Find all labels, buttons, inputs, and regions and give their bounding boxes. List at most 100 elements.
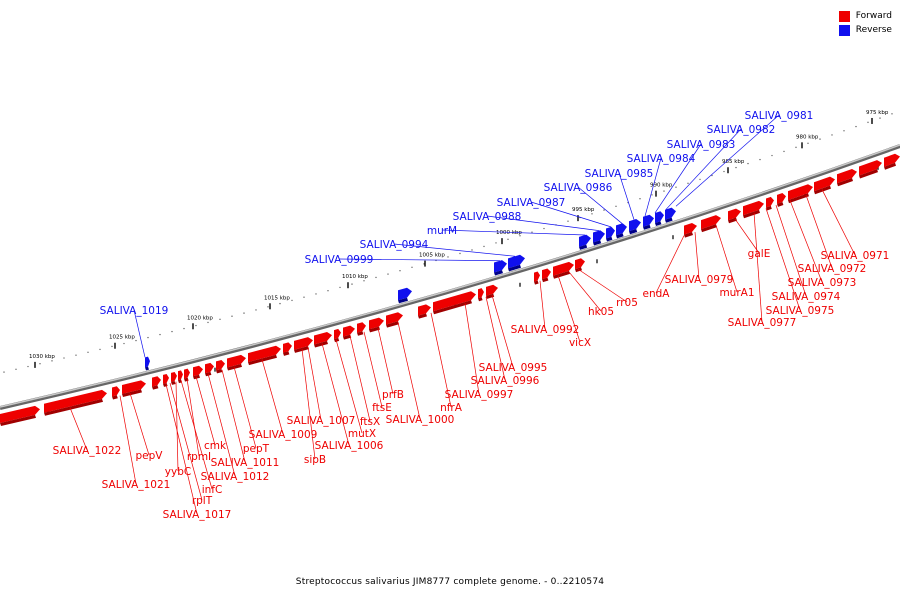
gene-label[interactable]: SALIVA_1019: [100, 305, 169, 358]
reverse-gene-arrow[interactable]: [655, 211, 664, 226]
gene-label[interactable]: SALIVA_0988: [453, 211, 600, 231]
forward-gene-arrow[interactable]: [728, 208, 741, 224]
reverse-gene-arrow[interactable]: [145, 356, 150, 371]
forward-gene-arrow[interactable]: [777, 193, 786, 207]
forward-gene-arrow[interactable]: [478, 288, 484, 302]
forward-gene-arrow[interactable]: [743, 200, 764, 219]
reverse-gene-arrow[interactable]: [629, 218, 641, 235]
forward-gene-arrow[interactable]: [684, 223, 697, 238]
forward-gene-arrow[interactable]: [433, 291, 476, 315]
forward-gene-arrow[interactable]: [486, 284, 498, 299]
forward-gene-arrow[interactable]: [122, 380, 146, 398]
gene-label[interactable]: SALIVA_0996: [471, 296, 540, 387]
gene-label[interactable]: SALIVA_0997: [445, 302, 514, 401]
forward-gene-arrow[interactable]: [859, 160, 882, 179]
forward-gene-arrow[interactable]: [418, 304, 431, 319]
gene-label[interactable]: SALIVA_0994: [360, 239, 516, 257]
forward-gene-arrow[interactable]: [152, 376, 161, 390]
forward-gene-arrow[interactable]: [575, 258, 585, 273]
gene-label[interactable]: infC: [180, 380, 222, 496]
forward-gene-arrow[interactable]: [314, 331, 332, 348]
forward-gene-arrow[interactable]: [701, 215, 721, 233]
gene-label[interactable]: SALIVA_0995: [479, 295, 548, 374]
forward-gene-arrow[interactable]: [227, 354, 246, 371]
gene-label[interactable]: SALIVA_1006: [315, 343, 384, 452]
forward-gene-arrow[interactable]: [178, 370, 183, 384]
forward-gene-arrow[interactable]: [386, 312, 403, 328]
reverse-gene-arrow[interactable]: [508, 254, 525, 272]
gene-label[interactable]: nfrA: [430, 312, 463, 414]
gene-label[interactable]: sipB: [301, 348, 326, 466]
gene-label[interactable]: SALIVA_0981: [675, 110, 813, 207]
gene-label[interactable]: rpmI: [186, 378, 211, 463]
gene-label[interactable]: SALIVA_0987: [497, 197, 612, 228]
gene-label[interactable]: prfB: [377, 327, 404, 401]
reverse-gene-arrow[interactable]: [494, 260, 507, 276]
forward-gene-arrow[interactable]: [369, 317, 384, 333]
reverse-gene-arrow[interactable]: [606, 226, 615, 242]
gene-label[interactable]: SALIVA_0977: [728, 212, 797, 329]
gene-label[interactable]: SALIVA_1012: [201, 373, 270, 483]
gene-label[interactable]: SALIVA_1021: [102, 395, 171, 491]
forward-gene-arrow[interactable]: [837, 168, 857, 187]
gene-label[interactable]: SALIVA_1007: [287, 347, 356, 427]
gene-label[interactable]: ftsE: [363, 331, 392, 414]
forward-gene-arrow[interactable]: [216, 359, 225, 374]
gene-label[interactable]: hk05: [568, 271, 614, 318]
gene-label[interactable]: SALIVA_0984: [627, 153, 696, 217]
gene-label[interactable]: rr05: [577, 268, 638, 309]
gene-label[interactable]: vicX: [557, 275, 591, 349]
gene-label[interactable]: SALIVA_1022: [53, 407, 122, 457]
forward-gene-arrow[interactable]: [171, 371, 177, 385]
gene-label[interactable]: cmk: [195, 376, 227, 452]
forward-gene-arrow[interactable]: [334, 328, 341, 343]
gene-label[interactable]: rplT: [169, 383, 213, 507]
forward-gene-arrow[interactable]: [193, 365, 203, 380]
gene-label[interactable]: SALIVA_0973: [788, 200, 857, 289]
gene-label[interactable]: SALIVA_0971: [821, 189, 890, 262]
gene-label[interactable]: SALIVA_0992: [511, 280, 580, 336]
gene-label[interactable]: SALIVA_0979: [665, 232, 734, 286]
forward-gene-arrow[interactable]: [205, 362, 214, 377]
forward-gene-arrow[interactable]: [294, 337, 313, 353]
gene-label[interactable]: SALIVA_0999: [305, 254, 501, 266]
gene-label[interactable]: endA: [643, 235, 685, 300]
forward-gene-arrow[interactable]: [343, 325, 355, 340]
reverse-gene-arrow[interactable]: [665, 207, 676, 223]
gene-label[interactable]: SALIVA_1009: [249, 359, 318, 441]
forward-gene-arrow[interactable]: [112, 386, 120, 400]
gene-label[interactable]: SALIVA_1011: [211, 369, 280, 469]
gene-label[interactable]: SALIVA_1000: [386, 322, 455, 426]
forward-gene-arrow[interactable]: [788, 184, 813, 204]
gene-label[interactable]: yybC: [165, 381, 191, 478]
reverse-gene-arrow[interactable]: [593, 230, 605, 246]
forward-gene-arrow[interactable]: [542, 268, 551, 283]
forward-gene-arrow[interactable]: [553, 261, 574, 279]
reverse-gene-arrow[interactable]: [398, 287, 412, 304]
gene-label[interactable]: galE: [734, 218, 770, 260]
forward-gene-arrow[interactable]: [884, 153, 900, 170]
gene-label[interactable]: SALIVA_0985: [585, 168, 654, 220]
forward-gene-arrow[interactable]: [534, 271, 540, 285]
reverse-gene-arrow[interactable]: [643, 214, 654, 230]
gene-label[interactable]: pepV: [129, 392, 163, 462]
gene-label[interactable]: SALIVA_1017: [163, 384, 232, 521]
forward-gene-arrow[interactable]: [814, 176, 835, 195]
forward-gene-arrow[interactable]: [248, 345, 281, 366]
forward-gene-arrow[interactable]: [357, 322, 366, 336]
gene-label[interactable]: SALIVA_0972: [798, 194, 867, 275]
forward-gene-arrow[interactable]: [766, 196, 774, 211]
gene-label[interactable]: SALIVA_0986: [544, 182, 623, 224]
forward-gene-arrow[interactable]: [0, 405, 40, 426]
gene-label[interactable]: mutX: [335, 339, 376, 440]
forward-gene-arrow[interactable]: [44, 389, 107, 416]
reverse-gene-arrow[interactable]: [616, 223, 627, 239]
gene-label[interactable]: murM: [427, 225, 586, 237]
reverse-gene-arrow[interactable]: [579, 234, 591, 250]
forward-gene-arrow[interactable]: [283, 342, 292, 356]
gene-label[interactable]: ftsX: [349, 335, 380, 428]
gene-label[interactable]: SALIVA_0982: [665, 124, 775, 210]
gene-label[interactable]: pepT: [233, 366, 270, 455]
gene-label[interactable]: murA1: [715, 225, 755, 299]
gene-label[interactable]: SALIVA_0974: [772, 205, 841, 303]
